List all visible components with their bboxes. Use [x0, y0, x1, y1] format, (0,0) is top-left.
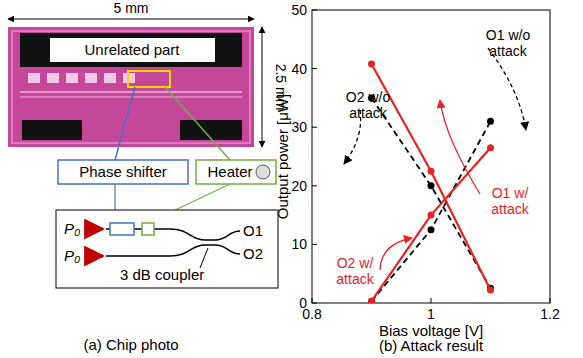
- pad: [66, 73, 78, 83]
- y-tick: [312, 244, 317, 245]
- y-tick: [312, 68, 317, 69]
- label-arrow: [344, 110, 361, 164]
- chip-dark-region: [22, 120, 82, 140]
- highlight-box: [128, 71, 170, 87]
- series-line: [372, 121, 491, 301]
- series-label-line: attack: [349, 105, 387, 121]
- data-point: [428, 226, 435, 233]
- dimension-arrow: [262, 27, 263, 147]
- x-tick: [431, 298, 432, 303]
- series-label-line: O2 w/o: [346, 89, 391, 105]
- y-tick-label: 30: [291, 119, 307, 135]
- series-label-line: attack: [489, 43, 527, 59]
- schematic-box: [56, 210, 278, 288]
- callout-box: [58, 160, 188, 184]
- dimension-arrow: [8, 19, 254, 20]
- series-label-line: O1 w/o: [486, 27, 531, 43]
- y-tick-label: 50: [291, 2, 307, 18]
- input-arrow: [84, 228, 103, 231]
- chip-border: [12, 31, 250, 143]
- data-point: [487, 287, 494, 294]
- output-label: O1: [243, 222, 263, 239]
- label-box: [50, 38, 215, 62]
- series-label-line: O2 w/: [337, 255, 374, 271]
- region-label: Unrelated part: [84, 41, 180, 58]
- data-point: [428, 212, 435, 219]
- data-point: [368, 298, 375, 303]
- series-line: [372, 148, 491, 302]
- y-axis-label: Output power [μW]: [274, 94, 291, 219]
- label-arrow: [440, 100, 480, 194]
- waveguide: [106, 245, 240, 256]
- y-tick: [312, 185, 317, 186]
- data-point: [428, 182, 435, 189]
- callout-label: Heater: [207, 163, 252, 180]
- panel-title: (a) Chip photo: [83, 336, 178, 353]
- series-label-line: attack: [336, 271, 374, 287]
- output-label: O2: [243, 245, 263, 262]
- input-arrow: [84, 255, 103, 258]
- data-point: [487, 118, 494, 125]
- waveguide: [20, 97, 242, 98]
- callout-line: [115, 87, 135, 160]
- x-tick: [550, 298, 551, 303]
- coupler-label: 3 dB coupler: [120, 266, 204, 283]
- series-label: O2 w/oattack: [346, 89, 391, 121]
- chip-photo: [8, 27, 254, 147]
- y-tick-label: 40: [291, 61, 307, 77]
- series-label: O1 w/attack: [491, 185, 529, 217]
- callout-line: [165, 87, 230, 160]
- label-arrow: [380, 238, 412, 270]
- series-label-line: O1 w/: [492, 185, 529, 201]
- y-tick-label: 20: [291, 178, 307, 194]
- chart-title: (b) Attack result: [379, 337, 484, 354]
- pad: [47, 73, 59, 83]
- chip-dark-region: [20, 33, 242, 67]
- y-tick: [312, 127, 317, 128]
- series-line: [372, 98, 491, 288]
- chip-dark-region: [180, 120, 242, 140]
- y-tick-label: 10: [291, 236, 307, 252]
- figure: 5 mmUnrelated part2.5 mmPhase shifterHea…: [0, 0, 583, 358]
- pad: [104, 73, 116, 83]
- x-tick-label: 0.8: [302, 306, 322, 322]
- heater-block: [142, 223, 154, 235]
- waveguide: [20, 91, 242, 93]
- y-tick: [312, 303, 317, 304]
- x-tick-label: 1.2: [540, 306, 560, 322]
- dimension-label: 5 mm: [114, 0, 149, 16]
- heater-icon: [256, 165, 270, 179]
- pad: [85, 73, 97, 83]
- callout-box: [196, 160, 276, 184]
- x-tick-label: 1: [427, 306, 435, 322]
- label-arrow: [488, 48, 526, 130]
- input-label: P₀: [64, 247, 80, 264]
- data-point: [428, 168, 435, 175]
- phase-shifter-block: [110, 223, 134, 235]
- x-tick: [312, 298, 313, 303]
- data-point: [368, 60, 375, 67]
- callout-label: Phase shifter: [79, 163, 167, 180]
- plot-frame: [312, 10, 550, 303]
- data-point: [487, 144, 494, 151]
- y-tick: [312, 10, 317, 11]
- pointer-line: [200, 248, 208, 268]
- pad: [28, 73, 40, 83]
- series-label: O2 w/attack: [336, 255, 374, 287]
- input-label: P₀: [64, 220, 80, 237]
- series-label-line: attack: [491, 201, 529, 217]
